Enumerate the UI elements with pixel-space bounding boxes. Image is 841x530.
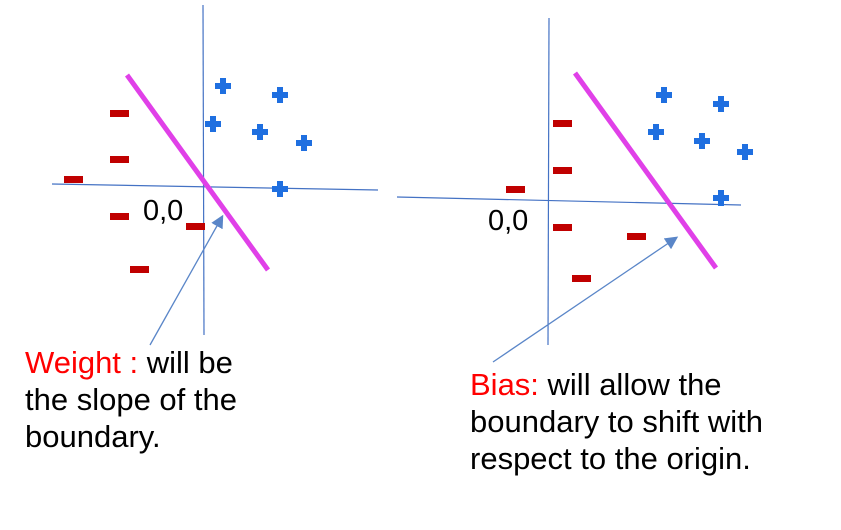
bias-caption-line3: respect to the origin.: [470, 441, 751, 476]
positive-point: [252, 124, 268, 140]
negative-point: [572, 275, 591, 282]
bias-caption-line1: will allow the: [538, 367, 722, 402]
right-decision-boundary: [572, 71, 719, 270]
left-origin-label: 0,0: [143, 195, 183, 227]
weight-caption-line2: the slope of the: [25, 382, 237, 417]
right-callout-arrow: [492, 236, 679, 363]
bias-caption-line2: boundary to shift with: [470, 404, 763, 439]
left-panel: 0,0: [51, 4, 379, 346]
bias-caption: Bias: will allow the boundary to shift w…: [470, 366, 830, 477]
positive-point: [272, 87, 288, 103]
weight-caption-line3: boundary.: [25, 419, 161, 454]
right-negative-points: [506, 120, 646, 282]
negative-point: [110, 156, 129, 163]
positive-point: [713, 190, 729, 206]
left-negative-points: [64, 110, 205, 273]
negative-point: [627, 233, 646, 240]
positive-point: [656, 87, 672, 103]
negative-point: [553, 224, 572, 231]
weight-caption: Weight : will be the slope of the bounda…: [25, 344, 325, 455]
negative-point: [110, 213, 129, 220]
negative-point: [506, 186, 525, 193]
right-panel: 0,0: [396, 17, 753, 363]
weight-caption-line1: will be: [138, 345, 233, 380]
left-decision-boundary: [124, 73, 271, 272]
right-origin-label: 0,0: [488, 205, 528, 237]
positive-point: [648, 124, 664, 140]
positive-point: [713, 96, 729, 112]
left-callout-arrow: [149, 214, 224, 346]
positive-point: [215, 78, 231, 94]
negative-point: [553, 167, 572, 174]
right-positive-points: [648, 87, 753, 206]
negative-point: [130, 266, 149, 273]
left-x-axis: [51, 183, 379, 191]
right-y-axis: [547, 17, 550, 346]
negative-point: [553, 120, 572, 127]
bias-term: Bias:: [470, 367, 539, 402]
weight-term: Weight :: [25, 345, 139, 380]
negative-point: [64, 176, 83, 183]
positive-point: [296, 135, 312, 151]
right-x-axis: [396, 196, 742, 206]
left-y-axis: [202, 4, 205, 336]
positive-point: [694, 133, 710, 149]
positive-point: [272, 181, 288, 197]
positive-point: [205, 116, 221, 132]
left-positive-points: [205, 78, 312, 197]
negative-point: [186, 223, 205, 230]
negative-point: [110, 110, 129, 117]
positive-point: [737, 144, 753, 160]
